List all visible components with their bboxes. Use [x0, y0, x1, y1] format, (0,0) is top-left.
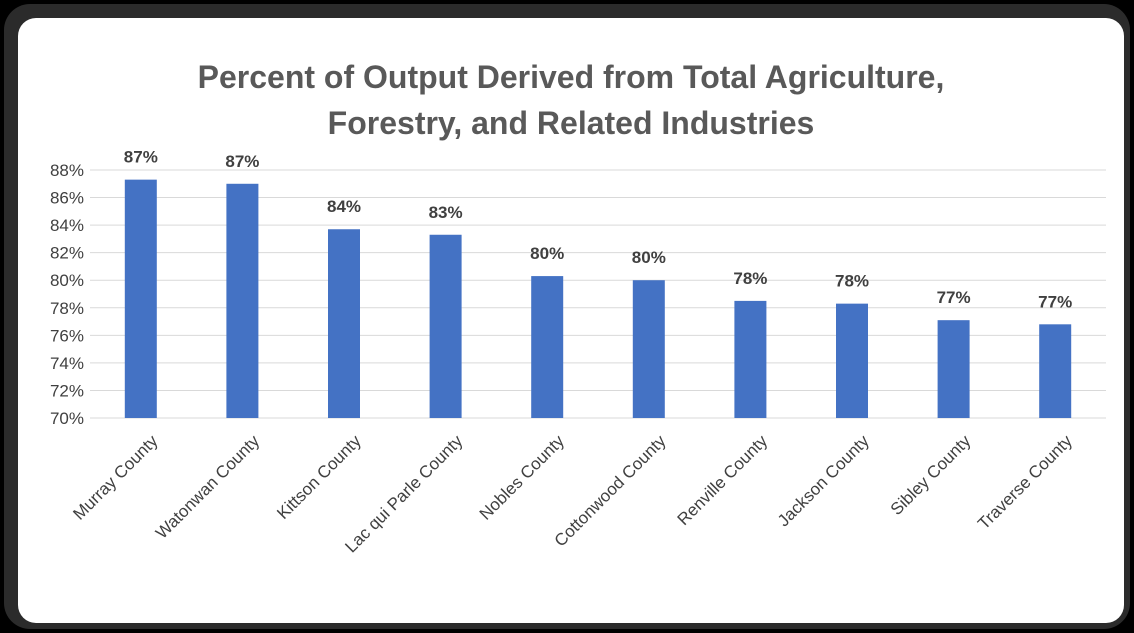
y-tick-label: 88% — [50, 161, 84, 180]
x-tick-label: Renville County — [674, 431, 772, 529]
bar-chart: 70% 72% 74% 76% 78% 80% 82% 84% 86% 88% 87% 87% 84%… — [50, 148, 1106, 556]
y-axis-ticks: 70% 72% 74% 76% 78% 80% 82% 84% 86% 88% — [50, 161, 84, 428]
x-tick-label: Jackson County — [774, 431, 873, 530]
data-label: 80% — [632, 248, 666, 267]
y-tick-label: 70% — [50, 409, 84, 428]
x-tick-label: Cottonwood County — [551, 431, 670, 550]
y-tick-label: 86% — [50, 189, 84, 208]
x-tick-label: Kittson County — [273, 431, 365, 523]
data-label: 87% — [124, 148, 158, 167]
x-tick-label: Watonwan County — [152, 431, 264, 543]
data-label: 78% — [733, 269, 767, 288]
bar — [836, 303, 868, 418]
bar — [1039, 324, 1072, 418]
y-tick-label: 74% — [50, 354, 84, 373]
data-label: 83% — [429, 203, 463, 222]
y-tick-label: 78% — [50, 299, 84, 318]
bars — [124, 179, 1072, 418]
data-label: 87% — [225, 152, 259, 171]
bar — [937, 320, 970, 418]
x-tick-label: Murray County — [69, 431, 162, 524]
y-tick-label: 84% — [50, 216, 84, 235]
data-label: 77% — [1038, 292, 1072, 311]
bar — [226, 183, 259, 418]
gridlines — [90, 169, 1106, 419]
y-tick-label: 76% — [50, 326, 84, 345]
y-tick-label: 80% — [50, 271, 84, 290]
x-tick-label: Lac qui Parle County — [341, 431, 466, 556]
data-label: 84% — [327, 197, 361, 216]
chart-panel: Percent of Output Derived from Total Agr… — [18, 18, 1124, 623]
y-tick-label: 72% — [50, 381, 84, 400]
chart-title-line-2: Forestry, and Related Industries — [327, 105, 815, 141]
x-tick-label: Sibley County — [887, 431, 975, 519]
bar — [531, 276, 564, 418]
data-label: 78% — [835, 272, 869, 291]
chart-title: Percent of Output Derived from Total Agr… — [18, 54, 1124, 146]
bar — [632, 280, 665, 418]
chart-title-line-1: Percent of Output Derived from Total Agr… — [197, 59, 945, 95]
outer-frame: Percent of Output Derived from Total Agr… — [4, 4, 1130, 629]
y-tick-label: 82% — [50, 244, 84, 263]
bar — [429, 234, 462, 418]
data-label: 80% — [530, 244, 564, 263]
data-labels: 87% 87% 84% 83% 80% 80% 78% 78% 77% 77% — [124, 148, 1072, 312]
data-label: 77% — [937, 288, 971, 307]
bar — [734, 300, 767, 418]
x-tick-label: Traverse County — [974, 431, 1076, 533]
x-tick-label: Nobles County — [476, 431, 569, 524]
bar — [328, 229, 360, 418]
bar — [124, 179, 157, 418]
